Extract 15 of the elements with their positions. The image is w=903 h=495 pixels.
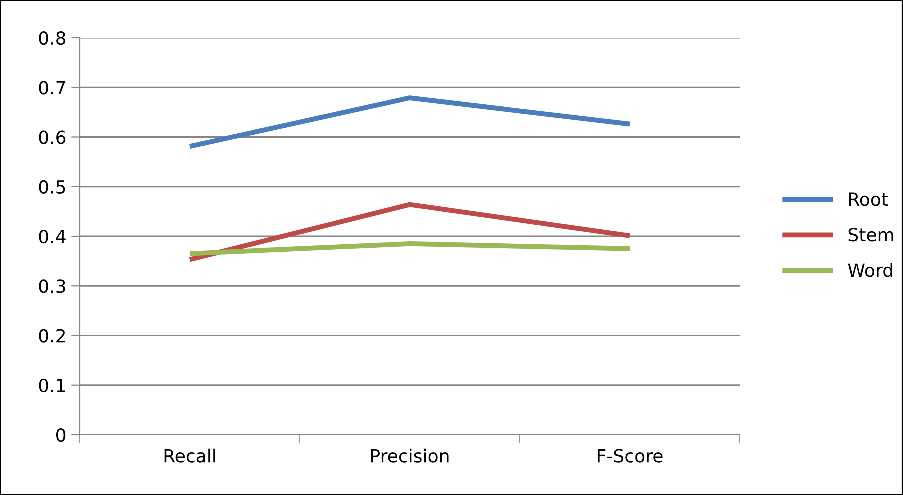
y-tick-label: 0.7: [39, 81, 66, 95]
y-tick-label: 0.2: [39, 329, 65, 343]
y-tick-label: 0.1: [39, 378, 66, 392]
legend-label: Stem: [848, 228, 894, 242]
x-tick-label: F-Score: [598, 449, 663, 463]
x-tick-label: Precision: [371, 448, 449, 463]
y-tick-label: 0: [56, 428, 66, 442]
y-tick-label: 0.5: [39, 180, 66, 194]
y-tick-label: 0.6: [39, 130, 66, 144]
legend-label: Word: [848, 263, 892, 278]
y-tick-label: 0.8: [39, 31, 66, 46]
y-tick-label: 0.3: [39, 280, 66, 294]
y-tick-label: 0.4: [39, 230, 66, 244]
x-tick-label: Recall: [164, 448, 216, 463]
legend-label: Root: [849, 192, 888, 206]
